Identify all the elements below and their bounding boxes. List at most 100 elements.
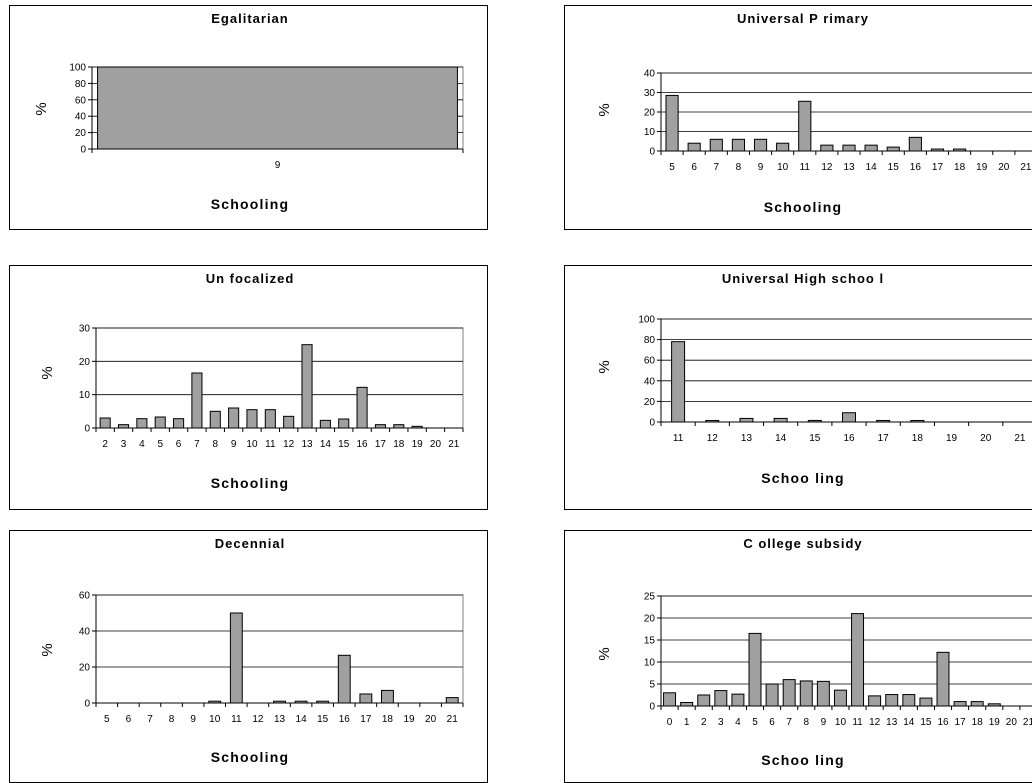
bar-16: [936, 651, 950, 707]
x-tick-label: 21: [1014, 433, 1026, 444]
x-tick-label: 6: [691, 162, 697, 173]
x-tick-label: 9: [758, 162, 764, 173]
x-tick-label: 5: [669, 162, 675, 173]
x-tick-label: 5: [104, 714, 110, 725]
x-tick-label: 11: [852, 717, 863, 728]
y-axis-label: %: [39, 366, 56, 379]
bar-15: [338, 418, 350, 429]
bar-12: [820, 144, 834, 152]
chart-panel-unfocalized: Un focalized 0 10 20 30 2 3 4 5 6 7 8 9 10 11 12 13 14 15 1…: [9, 265, 488, 510]
y-tick-label: 0: [84, 424, 90, 435]
bar-17: [359, 693, 373, 704]
bar-16: [337, 654, 351, 704]
bar-13: [273, 700, 286, 704]
x-tick-label: 8: [803, 717, 809, 728]
chart-panel-universal-primary: Universal P rimary 0 10 20 30 40 5 6 7 8 9 10 11 12 13…: [564, 5, 1032, 230]
y-tick-label: 20: [75, 128, 87, 139]
x-tick-label: 16: [843, 433, 855, 444]
x-tick-label: 13: [274, 714, 286, 725]
x-tick-label: 17: [878, 433, 890, 444]
bar-13: [301, 344, 313, 429]
bar-18: [393, 424, 405, 429]
x-tick-label: 12: [283, 439, 295, 450]
bar-12: [705, 419, 720, 423]
bar-9: [753, 138, 768, 152]
x-tick-label: 3: [718, 717, 724, 728]
x-tick-label: 2: [701, 717, 707, 728]
x-tick-label: 15: [920, 717, 932, 728]
x-tick-label: 18: [954, 162, 966, 173]
x-tick-label: 20: [425, 714, 437, 725]
bar-15: [886, 146, 900, 152]
y-tick-label: 60: [644, 356, 656, 367]
bar-10: [208, 700, 222, 704]
bar-19: [987, 703, 1001, 707]
x-tick-label: 12: [821, 162, 833, 173]
x-tick-label: 10: [246, 439, 258, 450]
x-tick-label: 6: [769, 717, 775, 728]
y-tick-label: 40: [75, 112, 87, 123]
x-tick-label: 19: [403, 714, 415, 725]
bar-4: [136, 418, 148, 429]
x-tick-label: 16: [357, 439, 369, 450]
x-tick-label: 13: [301, 439, 313, 450]
x-tick-label: 13: [741, 433, 753, 444]
bar-12: [868, 695, 882, 707]
bar-13: [739, 417, 754, 423]
x-tick-label: 18: [382, 714, 394, 725]
x-tick-label: 10: [777, 162, 789, 173]
bar-5: [748, 632, 762, 707]
x-tick-label: 9: [190, 714, 196, 725]
x-tick-label: 14: [320, 439, 332, 450]
x-tick-label: 15: [338, 439, 350, 450]
bar-7: [709, 138, 723, 152]
x-tick-label: 11: [800, 162, 811, 173]
y-tick-label: 40: [644, 376, 656, 387]
bar-10: [776, 142, 790, 152]
y-tick-label: 40: [79, 627, 91, 638]
bar-14: [773, 417, 788, 423]
x-tick-label: 13: [886, 717, 898, 728]
bar-2: [697, 694, 711, 707]
x-tick-label: 6: [176, 439, 182, 450]
y-axis-label: %: [596, 647, 613, 660]
y-axis-label: %: [596, 103, 613, 116]
x-tick-label: 6: [126, 714, 132, 725]
chart-title: C ollege subsidy: [743, 536, 862, 551]
x-tick-label: 10: [209, 714, 221, 725]
y-tick-label: 20: [79, 357, 91, 368]
x-tick-label: 18: [912, 433, 924, 444]
bar-19: [411, 425, 423, 429]
x-tick-label: 21: [1023, 717, 1032, 728]
x-tick-label: 15: [888, 162, 900, 173]
x-tick-label: 2: [102, 439, 108, 450]
bar-16: [356, 386, 368, 429]
x-tick-label: 21: [1020, 162, 1032, 173]
x-tick-label: 14: [296, 714, 308, 725]
chart-panel-decennial: Decennial 0 20 40 60 5 6 7 8 9 10 11 12 13 14 15 16 17 18 1…: [9, 530, 488, 783]
x-tick-label: 16: [339, 714, 351, 725]
y-tick-label: 0: [649, 147, 655, 158]
x-tick-label: 19: [976, 162, 988, 173]
x-tick-label: 20: [998, 162, 1010, 173]
bar-1: [680, 701, 694, 707]
x-tick-label: 14: [866, 162, 878, 173]
y-tick-label: 20: [644, 614, 656, 625]
bar-8: [209, 410, 221, 429]
y-axis-label: %: [596, 360, 613, 373]
y-tick-label: 20: [644, 397, 656, 408]
x-tick-label: 4: [139, 439, 145, 450]
x-tick-label: 17: [375, 439, 387, 450]
x-tick-label: 8: [736, 162, 742, 173]
bar-9: [97, 66, 458, 150]
x-tick-label: 8: [212, 439, 218, 450]
x-tick-label: 13: [843, 162, 855, 173]
plot-area-frame: [660, 318, 1032, 423]
bar-13: [842, 144, 856, 152]
x-tick-label: 15: [809, 433, 821, 444]
chart-svg: Universal High schoo l 0 20 40 60 80 100 11 12 13…: [596, 271, 1032, 486]
bar-18: [970, 701, 984, 707]
bar-14: [294, 700, 308, 704]
bar-10: [833, 689, 847, 707]
